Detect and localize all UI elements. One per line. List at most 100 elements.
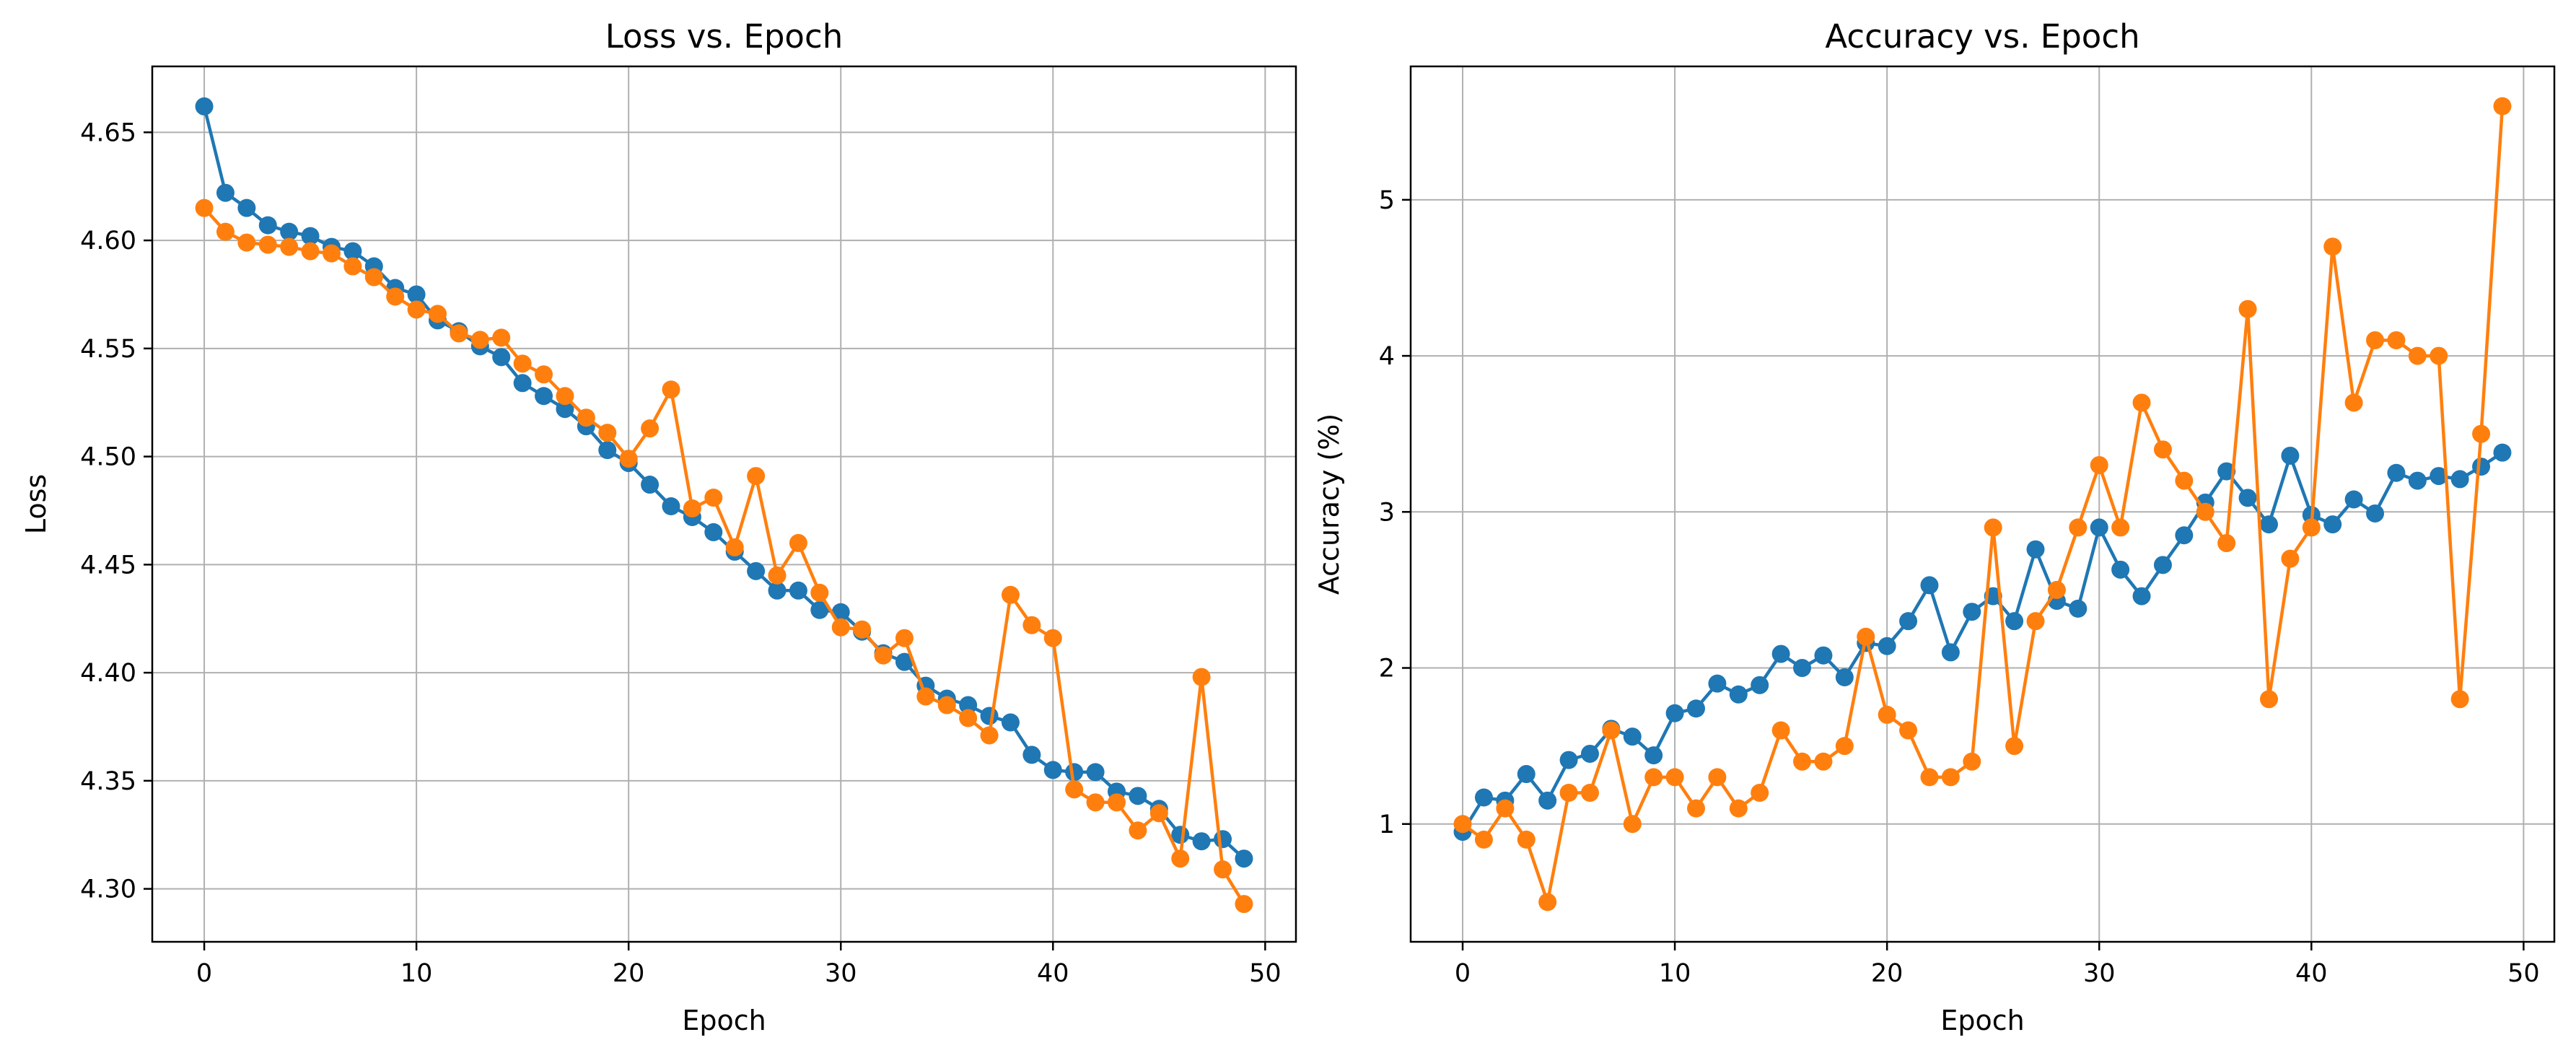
loss-series-0-point-19 — [598, 441, 617, 460]
loss-y-tick-label-7: 4.65 — [80, 118, 136, 147]
loss-series-0-point-46 — [1171, 826, 1190, 844]
accuracy-series-0-point-16 — [1793, 659, 1812, 678]
loss-series-1-point-31 — [853, 620, 872, 639]
accuracy-series-0-point-29 — [2069, 599, 2087, 618]
loss-series-0-point-2 — [237, 198, 256, 217]
accuracy-series-0-point-18 — [1835, 668, 1854, 687]
loss-series-0-point-44 — [1129, 787, 1147, 805]
loss-series-0-point-17 — [556, 400, 574, 419]
accuracy-series-1-point-8 — [1623, 815, 1642, 834]
accuracy-chart-title: Accuracy vs. Epoch — [1825, 17, 2139, 56]
accuracy-series-1-point-39 — [2281, 549, 2300, 568]
loss-series-0-point-3 — [258, 216, 277, 235]
loss-series-0-point-38 — [1001, 713, 1020, 732]
accuracy-series-1-point-1 — [1474, 830, 1493, 849]
accuracy-series-1-point-12 — [1708, 768, 1727, 787]
loss-series-1-point-39 — [1022, 616, 1041, 634]
loss-series-0-point-49 — [1235, 849, 1253, 868]
loss-series-1-point-15 — [513, 354, 532, 373]
accuracy-series-0-point-45 — [2408, 471, 2427, 490]
loss-series-0-point-29 — [810, 600, 829, 619]
accuracy-series-1-point-11 — [1687, 799, 1706, 818]
loss-plot-frame — [151, 65, 1297, 943]
loss-series-1-point-42 — [1086, 793, 1105, 812]
accuracy-x-tick-label-3: 30 — [2083, 959, 2116, 988]
accuracy-series-1-point-41 — [2323, 237, 2342, 256]
accuracy-series-1-point-32 — [2132, 393, 2151, 412]
loss-series-0-point-16 — [535, 387, 553, 406]
accuracy-series-0-point-5 — [1559, 751, 1578, 769]
loss-x-ticks: 0 10 20 30 40 50 — [196, 942, 1282, 988]
loss-series-1-point-41 — [1065, 780, 1084, 799]
accuracy-series-0-point-46 — [2430, 467, 2448, 486]
loss-series-0-point-15 — [513, 374, 532, 393]
loss-series-0-point-39 — [1022, 746, 1041, 764]
loss-series-1-point-16 — [535, 365, 553, 384]
loss-x-axis-label: Epoch — [682, 1005, 766, 1036]
loss-series-1-point-0 — [195, 198, 214, 217]
loss-series-1-point-17 — [556, 387, 574, 406]
accuracy-series-1-point-16 — [1793, 752, 1812, 771]
loss-series-1-point-30 — [831, 618, 850, 637]
accuracy-series-0-point-3 — [1517, 765, 1535, 784]
accuracy-series-1-point-25 — [1984, 518, 2002, 537]
accuracy-series-0-point-42 — [2344, 490, 2363, 509]
accuracy-series-1-point-20 — [1878, 705, 1896, 724]
loss-x-tick-label-2: 20 — [613, 959, 645, 988]
accuracy-series-0-point-12 — [1708, 674, 1727, 693]
accuracy-series-1-point-4 — [1538, 893, 1557, 911]
loss-series-0-point-26 — [747, 561, 766, 580]
accuracy-series-1-point-35 — [2196, 502, 2214, 521]
loss-series-1-point-48 — [1214, 860, 1232, 879]
accuracy-series-1-point-10 — [1665, 768, 1684, 787]
accuracy-series-1-point-13 — [1729, 799, 1748, 818]
loss-x-tick-label-0: 0 — [196, 959, 212, 988]
loss-series-0-point-48 — [1214, 830, 1232, 849]
accuracy-series-1-point-45 — [2408, 346, 2427, 365]
loss-y-tick-label-5: 4.55 — [80, 335, 136, 364]
loss-series-1-point-28 — [789, 533, 807, 552]
accuracy-series-0-point-6 — [1580, 744, 1599, 763]
accuracy-series-1-point-24 — [1963, 752, 1981, 771]
loss-series-0-point-0 — [195, 97, 214, 115]
accuracy-series-1-point-15 — [1771, 721, 1790, 740]
loss-series-0-point-5 — [301, 227, 320, 245]
loss-series-0-point-36 — [959, 696, 978, 714]
loss-y-tick-label-0: 4.30 — [80, 875, 136, 904]
accuracy-series-1-point-21 — [1899, 721, 1918, 740]
loss-series-0-point-28 — [789, 581, 807, 600]
loss-series-0-point-42 — [1086, 763, 1105, 782]
accuracy-series-1-point-22 — [1920, 768, 1939, 787]
accuracy-series-0-point-11 — [1687, 699, 1706, 718]
accuracy-x-ticks: 0 10 20 30 40 50 — [1455, 942, 2540, 988]
loss-x-tick-label-5: 50 — [1249, 959, 1282, 988]
loss-series-1-point-44 — [1129, 821, 1147, 840]
loss-series-1-point-32 — [874, 646, 893, 665]
loss-x-tick-label-1: 10 — [400, 959, 433, 988]
accuracy-series-0-point-27 — [2026, 540, 2045, 559]
loss-series-0-point-47 — [1192, 832, 1211, 851]
loss-series-0-point-33 — [895, 652, 914, 671]
accuracy-series-1-point-7 — [1602, 721, 1621, 740]
loss-series-0-point-21 — [641, 476, 660, 494]
accuracy-series-1-point-17 — [1814, 752, 1833, 771]
loss-series-1-point-27 — [768, 566, 787, 585]
loss-series-0-point-40 — [1043, 761, 1062, 779]
accuracy-series-0-point-17 — [1814, 646, 1833, 665]
accuracy-series-0-point-14 — [1751, 676, 1769, 694]
loss-series-1-point-14 — [492, 328, 511, 347]
accuracy-series-1-point-40 — [2302, 518, 2321, 537]
loss-series-1-point-7 — [343, 257, 362, 276]
accuracy-series-1-point-23 — [1941, 768, 1960, 787]
accuracy-series-0-point-39 — [2281, 446, 2300, 465]
accuracy-series-layer — [1453, 97, 2512, 911]
loss-series-1-point-20 — [619, 450, 638, 468]
accuracy-series-1-point-28 — [2047, 580, 2066, 599]
accuracy-series-0-point-37 — [2238, 489, 2257, 507]
loss-series-1-point-46 — [1171, 849, 1190, 868]
loss-series-1-point-33 — [895, 629, 914, 647]
accuracy-y-tick-label-4: 5 — [1379, 186, 1395, 215]
loss-y-tick-label-3: 4.45 — [80, 551, 136, 580]
accuracy-series-1-point-34 — [2175, 471, 2194, 490]
loss-series-1-point-6 — [322, 244, 341, 263]
